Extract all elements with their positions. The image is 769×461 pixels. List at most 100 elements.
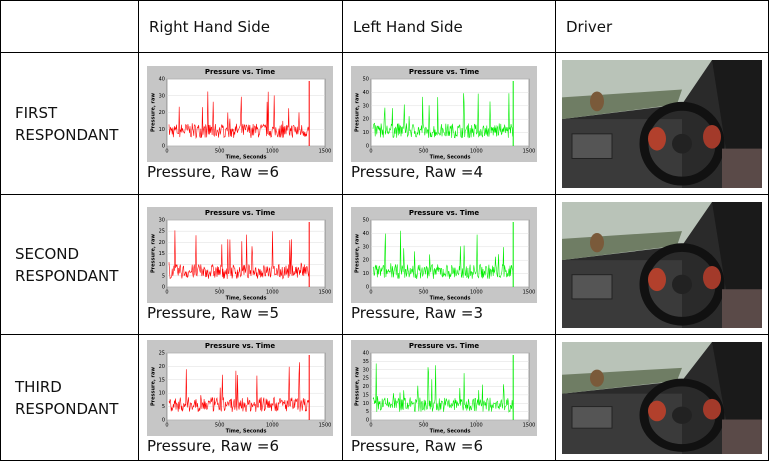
x-tick-label: 0 (165, 149, 168, 155)
driver-cell (556, 53, 769, 195)
header-row: Right Hand Side Left Hand Side Driver (1, 1, 769, 53)
row-label: FIRST RESPONDANT (15, 102, 115, 146)
plot-title: Pressure vs. Time (205, 342, 276, 350)
y-tick-label: 40 (159, 77, 165, 83)
y-tick-label: 5 (366, 409, 369, 415)
table-row: SECOND RESPONDANT Pressure vs. Time 0 5 10 15… (1, 195, 769, 335)
x-tick-label: 1500 (523, 423, 536, 429)
y-axis-label: Pressure, raw (151, 93, 157, 132)
y-tick-label: 25 (159, 351, 165, 357)
plot-title: Pressure vs. Time (409, 68, 480, 76)
y-tick-label: 20 (363, 384, 369, 390)
x-tick-label: 500 (419, 423, 429, 429)
y-tick-label: 15 (159, 377, 165, 383)
x-axis-label: Time, Seconds (226, 429, 267, 435)
x-tick-label: 500 (419, 149, 429, 155)
x-tick-label: 0 (369, 149, 372, 155)
y-axis-label: Pressure, raw (151, 234, 157, 273)
x-axis-label: Time, Seconds (226, 155, 267, 161)
plot-caption: Pressure, Raw =6 (351, 437, 555, 455)
y-tick-label: 15 (159, 251, 165, 257)
x-tick-label: 1500 (319, 290, 332, 296)
x-tick-label: 0 (369, 423, 372, 429)
pressure-chart: Pressure vs. Time0510152025050010001500T… (147, 340, 333, 436)
y-tick-label: 10 (159, 262, 165, 268)
y-tick-label: 5 (162, 404, 165, 410)
y-tick-label: 20 (363, 117, 369, 123)
row-label: THIRD RESPONDANT (15, 376, 115, 420)
y-tick-label: 30 (363, 367, 369, 373)
y-tick-label: 40 (363, 351, 369, 357)
x-axis-label: Time, Seconds (430, 155, 471, 161)
y-tick-label: 10 (363, 401, 369, 407)
page: Right Hand Side Left Hand Side Driver FI… (0, 0, 769, 461)
x-tick-label: 1000 (470, 290, 483, 296)
x-tick-label: 1000 (266, 423, 279, 429)
x-tick-label: 0 (165, 290, 168, 296)
y-tick-label: 40 (363, 90, 369, 96)
driver-cell (556, 335, 769, 461)
plot-title: Pressure vs. Time (409, 209, 480, 217)
y-axis-label: Pressure, raw (151, 367, 157, 406)
row-label-cell: FIRST RESPONDANT (1, 53, 139, 195)
x-tick-label: 1500 (523, 149, 536, 155)
plot-caption: Pressure, Raw =4 (351, 163, 555, 181)
plot-caption: Pressure, Raw =5 (147, 304, 342, 322)
x-axis-label: Time, Seconds (430, 296, 471, 302)
x-tick-label: 1500 (319, 149, 332, 155)
driver-photo (562, 202, 762, 328)
x-tick-label: 0 (165, 423, 168, 429)
photo-image (562, 60, 762, 188)
y-tick-label: 10 (159, 391, 165, 397)
results-table: Right Hand Side Left Hand Side Driver FI… (0, 0, 769, 461)
table-row: THIRD RESPONDANT Pressure vs. Time 0 5 10 15 2… (1, 335, 769, 461)
y-tick-label: 10 (363, 271, 369, 277)
row-label-cell: THIRD RESPONDANT (1, 335, 139, 461)
y-tick-label: 25 (159, 229, 165, 235)
x-tick-label: 1000 (470, 423, 483, 429)
x-axis-label: Time, Seconds (226, 296, 267, 302)
y-tick-label: 30 (363, 103, 369, 109)
plot-title: Pressure vs. Time (409, 342, 480, 350)
y-axis-label: Pressure, raw (355, 367, 361, 406)
y-tick-label: 40 (363, 231, 369, 237)
y-tick-label: 20 (159, 110, 165, 116)
y-tick-label: 10 (363, 130, 369, 136)
y-tick-label: 30 (159, 93, 165, 99)
y-tick-label: 50 (363, 218, 369, 224)
row-label-cell: SECOND RESPONDANT (1, 195, 139, 335)
header-cell: Right Hand Side (139, 1, 343, 53)
y-tick-label: 5 (162, 273, 165, 279)
y-tick-label: 20 (159, 364, 165, 370)
plot-caption: Pressure, Raw =6 (147, 437, 342, 455)
x-tick-label: 1000 (266, 149, 279, 155)
photo-image (562, 342, 762, 454)
plot-area (371, 79, 529, 146)
y-tick-label: 30 (159, 218, 165, 224)
header-cell: Driver (556, 1, 769, 53)
x-tick-label: 500 (215, 290, 225, 296)
plot-caption: Pressure, Raw =6 (147, 163, 342, 181)
header-cell: Left Hand Side (343, 1, 556, 53)
y-tick-label: 25 (363, 376, 369, 382)
y-axis-label: Pressure, raw (355, 93, 361, 132)
x-tick-label: 1000 (266, 290, 279, 296)
row-label: SECOND RESPONDANT (15, 243, 115, 287)
corner-cell (1, 1, 139, 53)
x-axis-label: Time, Seconds (430, 429, 471, 435)
x-tick-label: 1500 (319, 423, 332, 429)
photo-image (562, 202, 762, 328)
plot-caption: Pressure, Raw =3 (351, 304, 555, 322)
driver-photo (562, 60, 762, 188)
y-tick-label: 10 (159, 127, 165, 133)
x-tick-label: 500 (215, 149, 225, 155)
